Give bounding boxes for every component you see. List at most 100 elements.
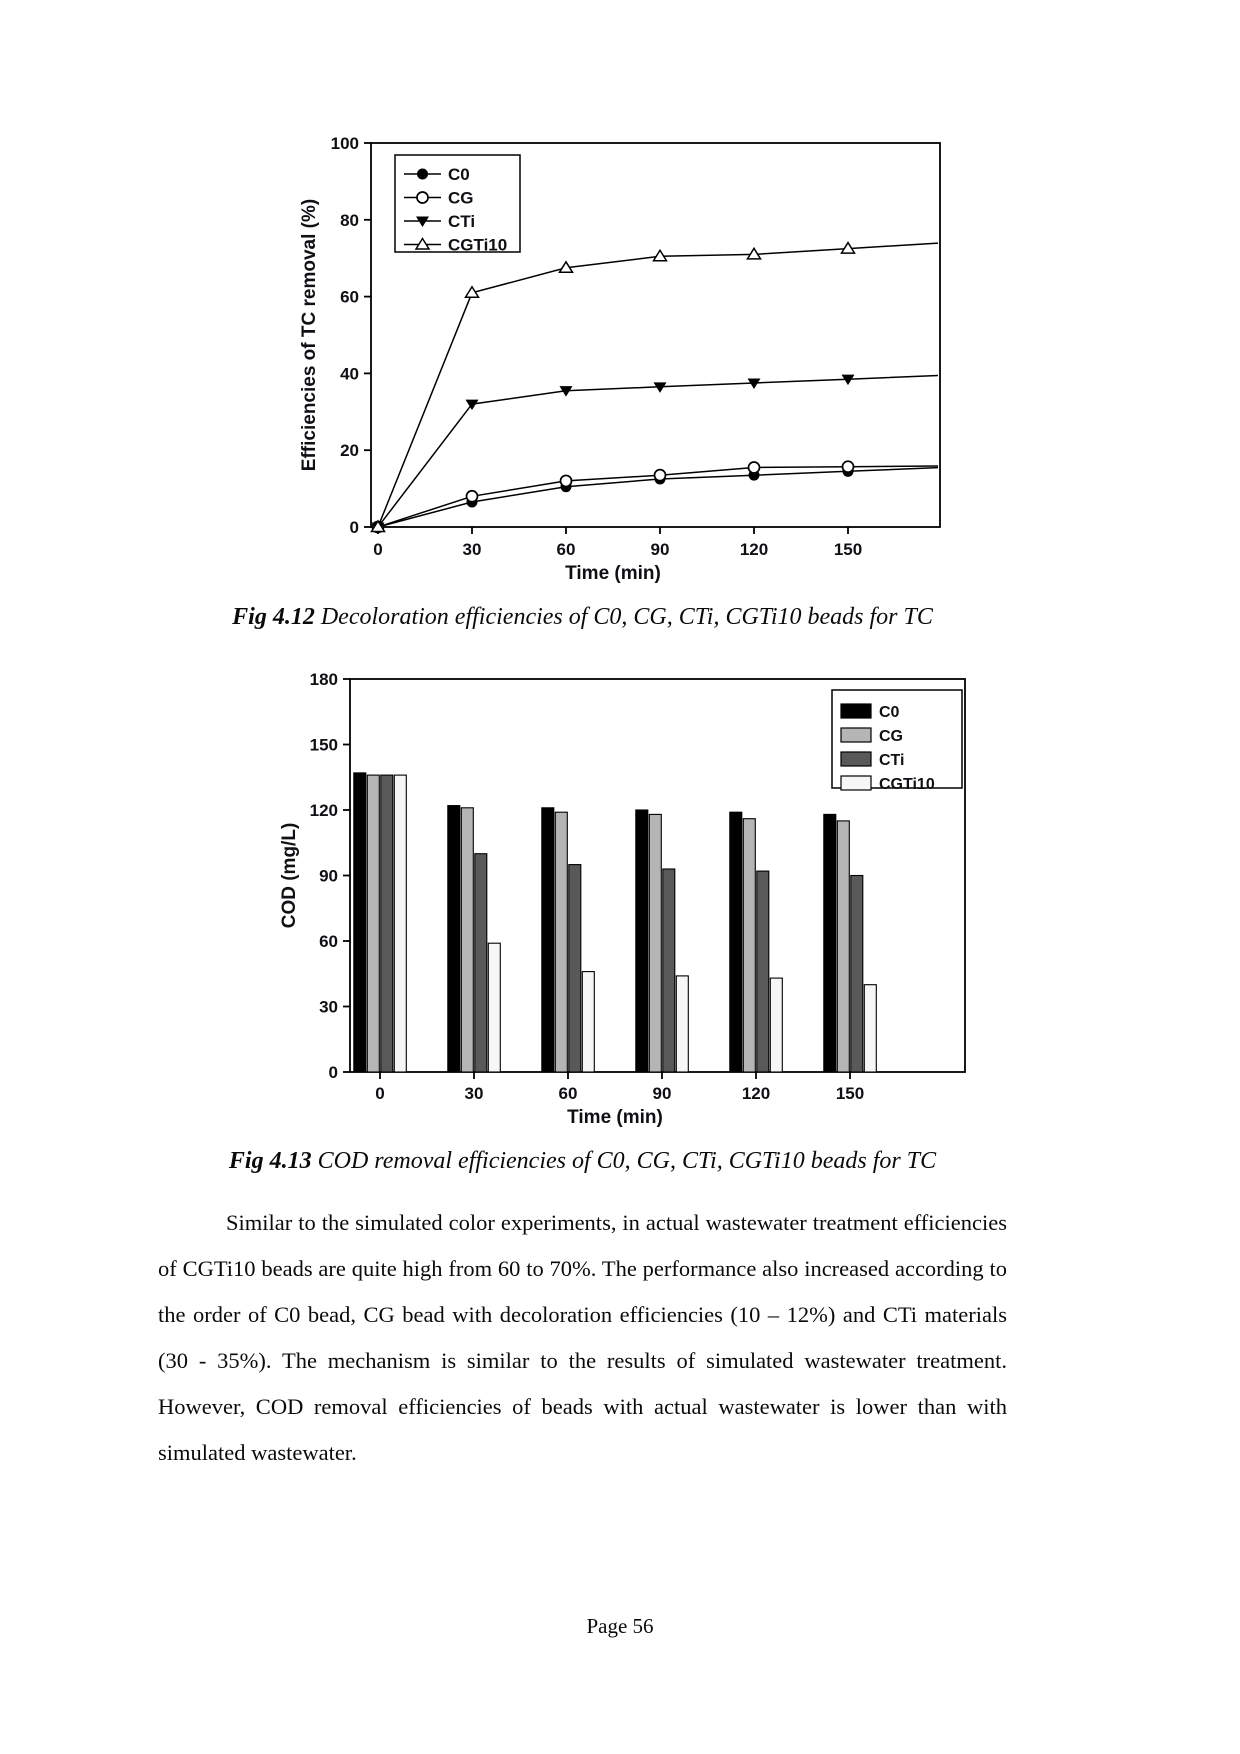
bar-CTi-30 (474, 853, 488, 1073)
x-tick-label: 0 (375, 1084, 384, 1103)
bar-C0-90 (635, 809, 649, 1073)
caption-text: COD removal efficiencies of C0, CG, CTi,… (311, 1148, 937, 1174)
bar-CG-0 (366, 774, 380, 1073)
legend-label: CTi (448, 212, 475, 231)
bar-CG-120 (742, 818, 756, 1073)
x-tick-label: 30 (465, 1084, 484, 1103)
x-axis-title: Time (min) (567, 1107, 663, 1128)
bar-C0-60 (541, 807, 555, 1073)
legend-label: C0 (448, 165, 470, 184)
bar-CG-90 (648, 813, 662, 1073)
y-tick-label: 30 (319, 998, 338, 1017)
page-number: Page 56 (586, 1614, 654, 1638)
x-tick-label: 60 (557, 540, 576, 559)
bar-C0-150 (823, 813, 837, 1073)
figure-caption-4-13: Fig 4.13 COD removal efficiencies of C0,… (158, 1148, 1007, 1175)
y-tick-label: 180 (310, 670, 338, 689)
legend-label: CG (879, 728, 903, 745)
bar-CTi-60 (568, 864, 582, 1073)
open-circle-marker (559, 474, 573, 488)
tc-removal-line-chart: 0 20 40 60 80 100 0 30 60 90 120 150 Time (min) Effic… (299, 134, 941, 584)
filled-triangle-down-marker (416, 216, 429, 227)
caption-label: Fig 4.13 (228, 1148, 312, 1174)
legend-swatch (840, 727, 872, 743)
open-triangle-up-marker (746, 246, 762, 260)
y-tick-label: 0 (350, 518, 359, 537)
legend-swatch (840, 775, 872, 791)
open-circle-marker (653, 468, 667, 482)
y-tick-label: 150 (310, 736, 338, 755)
x-tick-label: 90 (653, 1084, 672, 1103)
body-paragraph: Similar to the simulated color experimen… (158, 1210, 1007, 1465)
x-tick-label: 60 (559, 1084, 578, 1103)
y-tick-label: 60 (319, 932, 338, 951)
series-CGTi10 (370, 241, 939, 533)
legend-label: CGTi10 (448, 236, 507, 255)
legend-label: CG (448, 189, 474, 208)
cod-bar-chart: 0 30 60 90 120 150 180 0 30 60 90 120 150 Time (min) C… (279, 670, 966, 1128)
figure-caption-4-12: Fig 4.12 Decoloration efficiencies of C0… (158, 604, 1007, 631)
x-tick-label: 120 (740, 540, 768, 559)
bar-CG-30 (460, 807, 474, 1073)
x-axis: 0 30 60 90 120 150 (375, 1072, 864, 1103)
caption-label: Fig 4.12 (232, 604, 315, 630)
y-tick-label: 120 (310, 801, 338, 820)
legend-swatch (840, 703, 872, 719)
open-triangle-up-marker (414, 237, 431, 250)
filled-circle-marker (417, 168, 428, 180)
filled-triangle-down-marker (653, 382, 667, 393)
bar-CGTi10-30 (487, 942, 501, 1073)
legend-label: CTi (879, 752, 904, 769)
y-tick-label: 20 (340, 441, 359, 460)
x-tick-label: 0 (373, 540, 382, 559)
bar-CTi-0 (380, 774, 394, 1073)
open-circle-marker (841, 460, 855, 474)
open-circle-marker (416, 191, 429, 204)
x-axis-title: Time (min) (565, 563, 661, 584)
legend-box (394, 154, 521, 253)
bar-C0-120 (729, 811, 743, 1073)
bar-CGTi10-60 (581, 971, 595, 1073)
legend: C0 CG CTi CGTi10 (831, 689, 963, 793)
y-axis: 0 30 60 90 120 150 180 (310, 670, 350, 1082)
series-CTi (371, 374, 939, 533)
bar-CG-150 (836, 820, 850, 1073)
legend: C0 CG CTi CGTi10 (394, 154, 521, 255)
bar-CGTi10-0 (393, 774, 407, 1073)
y-tick-label: 100 (331, 134, 359, 153)
caption-text: Decoloration efficiencies of C0, CG, CTi… (314, 604, 933, 630)
legend-label: C0 (879, 704, 900, 721)
x-tick-label: 30 (463, 540, 482, 559)
plot-frame (370, 142, 941, 528)
filled-triangle-down-marker (747, 378, 761, 389)
y-tick-label: 90 (319, 867, 338, 886)
open-triangle-up-marker (370, 519, 386, 533)
y-tick-label: 0 (329, 1063, 338, 1082)
bar-CGTi10-150 (863, 984, 877, 1073)
x-axis: 0 30 60 90 120 150 (373, 527, 862, 559)
y-axis-title: Efficiencies of TC removal (%) (299, 199, 320, 471)
open-triangle-up-marker (652, 248, 668, 262)
legend-swatch (840, 751, 872, 767)
bar-CGTi10-90 (675, 975, 689, 1073)
x-tick-label: 150 (836, 1084, 864, 1103)
open-triangle-up-marker (840, 241, 856, 254)
x-tick-label: 90 (651, 540, 670, 559)
bar-CTi-120 (756, 870, 770, 1073)
x-tick-label: 120 (742, 1084, 770, 1103)
filled-triangle-down-marker (841, 374, 855, 386)
bar-CG-60 (554, 811, 568, 1073)
open-circle-marker (747, 461, 761, 474)
bar-C0-0 (353, 772, 367, 1073)
bar-CTi-150 (850, 874, 864, 1073)
y-axis: 0 20 40 60 80 100 (331, 134, 371, 537)
bar-CTi-90 (662, 868, 676, 1073)
y-tick-label: 40 (340, 364, 359, 383)
open-circle-marker (465, 489, 479, 503)
bar-C0-30 (447, 805, 461, 1073)
open-triangle-up-marker (464, 285, 480, 299)
x-tick-label: 150 (834, 540, 862, 559)
y-tick-label: 60 (340, 288, 359, 307)
legend-label: CGTi10 (879, 776, 935, 793)
